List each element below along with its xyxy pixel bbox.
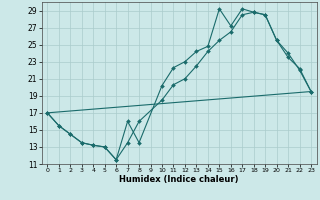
- X-axis label: Humidex (Indice chaleur): Humidex (Indice chaleur): [119, 175, 239, 184]
